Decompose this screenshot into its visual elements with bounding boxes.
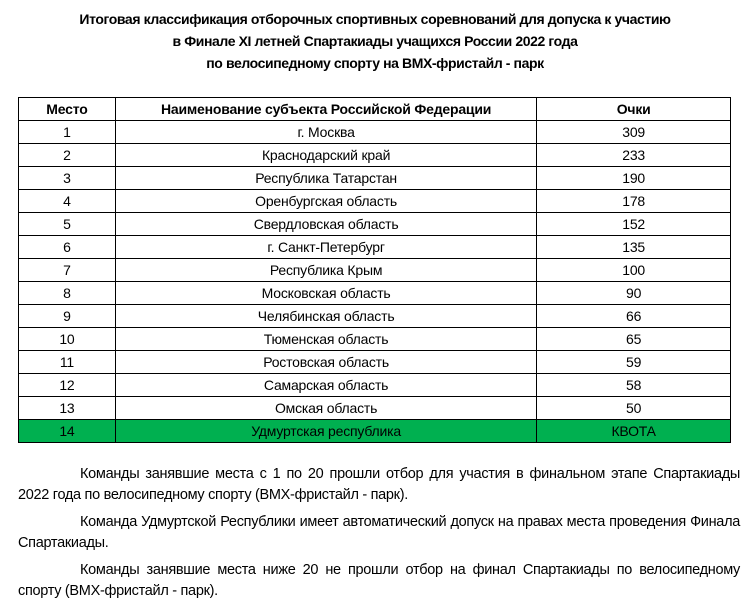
title-line: по велосипедному спорту на ВМХ-фристайл … <box>206 55 544 71</box>
region-cell: Республика Татарстан <box>114 166 538 190</box>
region-cell: Тюменская область <box>114 327 538 351</box>
points-cell: 135 <box>536 235 731 259</box>
place-cell: 9 <box>18 304 116 328</box>
table-row: 2 Краснодарский край 233 <box>18 143 731 167</box>
table-row: 1 г. Москва 309 <box>18 120 731 144</box>
points-cell: 59 <box>536 350 731 374</box>
region-cell: Удмуртская республика <box>114 419 538 443</box>
table-row: 13 Омская область 50 <box>18 396 731 420</box>
table-row: 4 Оренбургская область 178 <box>18 189 731 213</box>
header-points: Очки <box>536 97 731 121</box>
region-cell: Свердловская область <box>114 212 538 236</box>
notes: Команды занявшие места с 1 по 20 прошли … <box>18 464 740 608</box>
place-cell: 5 <box>18 212 116 236</box>
note-paragraph: Команды занявшие места ниже 20 не прошли… <box>18 562 740 599</box>
points-cell: КВОТА <box>536 419 731 443</box>
points-cell: 50 <box>536 396 731 420</box>
place-cell: 1 <box>18 120 116 144</box>
document-title: Итоговая классификация отборочных спорти… <box>0 8 750 74</box>
place-cell: 13 <box>18 396 116 420</box>
table-row: 7 Республика Крым 100 <box>18 258 731 282</box>
table-row: 10 Тюменская область 65 <box>18 327 731 351</box>
table-row: 3 Республика Татарстан 190 <box>18 166 731 190</box>
note-paragraph: Команды занявшие места с 1 по 20 прошли … <box>18 466 740 503</box>
table-row: 6 г. Санкт-Петербург 135 <box>18 235 731 259</box>
header-region: Наименование субъекта Российской Федерац… <box>114 97 538 121</box>
points-cell: 152 <box>536 212 731 236</box>
table-header-row: Место Наименование субъекта Российской Ф… <box>18 97 731 121</box>
table-row: 5 Свердловская область 152 <box>18 212 731 236</box>
results-table: Место Наименование субъекта Российской Ф… <box>18 97 731 443</box>
place-cell: 14 <box>18 419 116 443</box>
region-cell: Краснодарский край <box>114 143 538 167</box>
place-cell: 2 <box>18 143 116 167</box>
points-cell: 66 <box>536 304 731 328</box>
title-line: Итоговая классификация отборочных спорти… <box>79 11 671 27</box>
place-cell: 6 <box>18 235 116 259</box>
table-row: 12 Самарская область 58 <box>18 373 731 397</box>
points-cell: 65 <box>536 327 731 351</box>
place-cell: 3 <box>18 166 116 190</box>
region-cell: Ростовская область <box>114 350 538 374</box>
region-cell: Оренбургская область <box>114 189 538 213</box>
region-cell: г. Санкт-Петербург <box>114 235 538 259</box>
place-cell: 11 <box>18 350 116 374</box>
place-cell: 8 <box>18 281 116 305</box>
points-cell: 58 <box>536 373 731 397</box>
table-row: 14 Удмуртская республика КВОТА <box>18 419 731 443</box>
region-cell: Омская область <box>114 396 538 420</box>
region-cell: Самарская область <box>114 373 538 397</box>
table-row: 11 Ростовская область 59 <box>18 350 731 374</box>
region-cell: Республика Крым <box>114 258 538 282</box>
region-cell: Московская область <box>114 281 538 305</box>
points-cell: 190 <box>536 166 731 190</box>
points-cell: 233 <box>536 143 731 167</box>
title-line: в Финале XI летней Спартакиады учащихся … <box>172 33 578 49</box>
place-cell: 7 <box>18 258 116 282</box>
points-cell: 90 <box>536 281 731 305</box>
region-cell: Челябинская область <box>114 304 538 328</box>
place-cell: 10 <box>18 327 116 351</box>
header-place: Место <box>18 97 116 121</box>
region-cell: г. Москва <box>114 120 538 144</box>
table-row: 9 Челябинская область 66 <box>18 304 731 328</box>
place-cell: 12 <box>18 373 116 397</box>
points-cell: 309 <box>536 120 731 144</box>
table-row: 8 Московская область 90 <box>18 281 731 305</box>
place-cell: 4 <box>18 189 116 213</box>
points-cell: 178 <box>536 189 731 213</box>
note-paragraph: Команда Удмуртской Республики имеет авто… <box>18 514 740 551</box>
points-cell: 100 <box>536 258 731 282</box>
